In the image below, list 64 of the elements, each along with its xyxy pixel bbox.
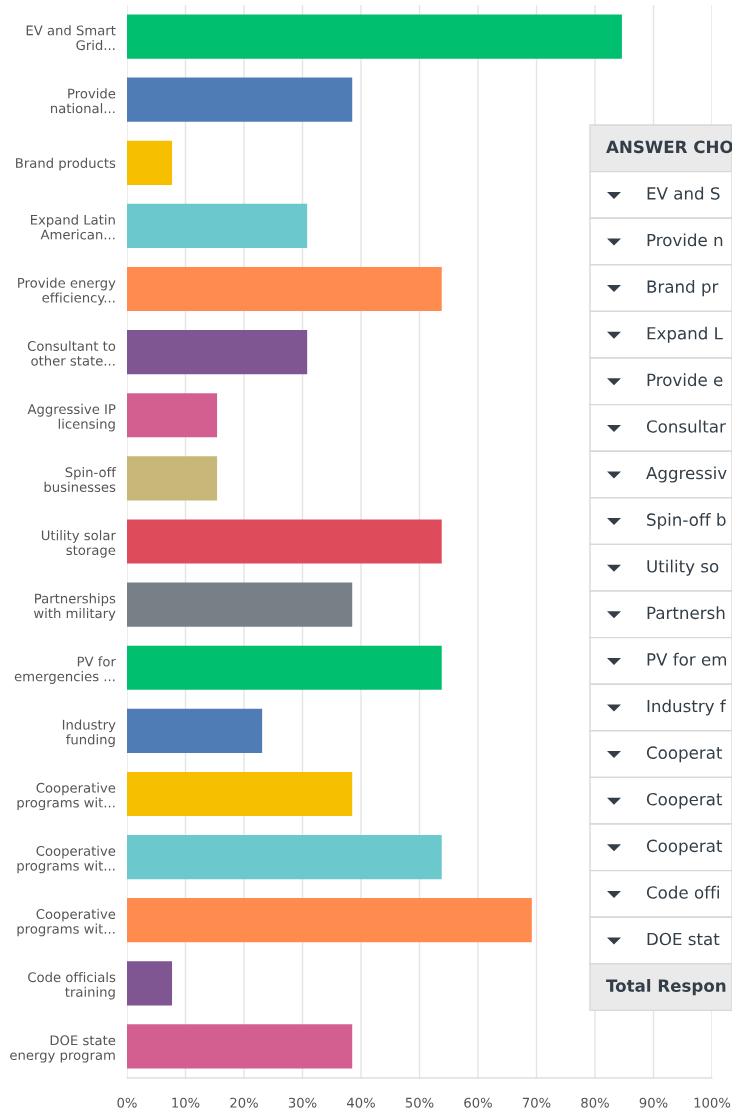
- y-tick-label: PV for emergencies ...: [14, 656, 116, 684]
- annotation: Industry f: [647, 699, 727, 716]
- y-tick-label: Aggressive IP licensing: [27, 403, 116, 432]
- annotation: Utility so: [647, 559, 719, 576]
- annotation: Expand L: [647, 326, 723, 343]
- annotation: Consultar: [646, 419, 726, 433]
- x-tick-label: 50%: [405, 1097, 434, 1108]
- y-tick-label: EV and Smart Grid...: [26, 25, 116, 51]
- bar: [127, 835, 442, 880]
- bar: [127, 708, 263, 753]
- bar: [127, 266, 442, 312]
- y-tick-label: Expand Latin American...: [31, 214, 115, 240]
- bar: [127, 77, 353, 122]
- y-tick-label: Spin-off businesses: [44, 466, 117, 492]
- x-tick-label: 20%: [230, 1097, 258, 1108]
- annotation: Cooperat: [646, 792, 723, 809]
- y-tick-label: Industry funding: [62, 719, 116, 747]
- bar: [127, 393, 218, 438]
- x-tick-label: 70%: [522, 1097, 551, 1108]
- x-tick-label: 100%: [694, 1097, 731, 1108]
- x-tick-label: 60%: [464, 1097, 492, 1108]
- bar: [127, 203, 308, 248]
- annotation: PV for em: [647, 652, 727, 666]
- annotation: DOE stat: [647, 932, 720, 946]
- x-tick-label: 80%: [581, 1097, 609, 1108]
- x-tick-label: 10%: [172, 1097, 200, 1108]
- y-tick-label: Utility solar storage: [41, 530, 116, 558]
- y-tick-label: Cooperative programs wit...: [17, 908, 116, 937]
- annotation: Spin-off b: [647, 513, 726, 530]
- bar: [127, 1024, 353, 1069]
- bar: [127, 961, 173, 1006]
- x-tick-label: 40%: [346, 1097, 375, 1108]
- annotation: Provide n: [647, 233, 723, 247]
- annotation: EV and S: [647, 186, 720, 200]
- y-tick-label: Cooperative programs wit...: [17, 782, 116, 811]
- annotation: Provide e: [647, 373, 723, 387]
- bar: [127, 771, 353, 817]
- y-tick-label: Partnerships with military: [33, 593, 116, 621]
- bar: [127, 582, 353, 627]
- x-tick-label: 0%: [117, 1097, 137, 1108]
- annotation: Code offi: [646, 885, 719, 899]
- annotation: Aggressiv: [646, 466, 727, 483]
- bar: [127, 330, 308, 375]
- bar: [127, 456, 218, 501]
- y-tick-label: Code officials training: [28, 971, 116, 1000]
- bar: [127, 645, 442, 690]
- x-tick-label: 30%: [288, 1097, 317, 1108]
- annotation: Partnersh: [647, 606, 725, 620]
- annotation: Brand pr: [647, 280, 719, 297]
- annotation: ANSWER CHO: [606, 140, 732, 154]
- y-tick-label: DOE state energy program: [10, 1035, 116, 1063]
- annotation: Total Respon: [606, 979, 726, 996]
- bar: [127, 519, 442, 564]
- y-tick-label: Consultant to other state...: [27, 340, 116, 366]
- annotation: Cooperat: [646, 746, 723, 763]
- bar: [127, 14, 622, 59]
- bar: [127, 140, 173, 185]
- y-tick-label: Provide national...: [51, 88, 116, 114]
- y-tick-label: Brand products: [16, 157, 116, 171]
- annotation: Cooperat: [646, 839, 723, 856]
- y-tick-label: Cooperative programs wit...: [17, 845, 116, 874]
- bar: [127, 898, 532, 943]
- y-tick-label: Provide energy efficiency...: [18, 277, 116, 306]
- x-tick-label: 90%: [639, 1097, 668, 1108]
